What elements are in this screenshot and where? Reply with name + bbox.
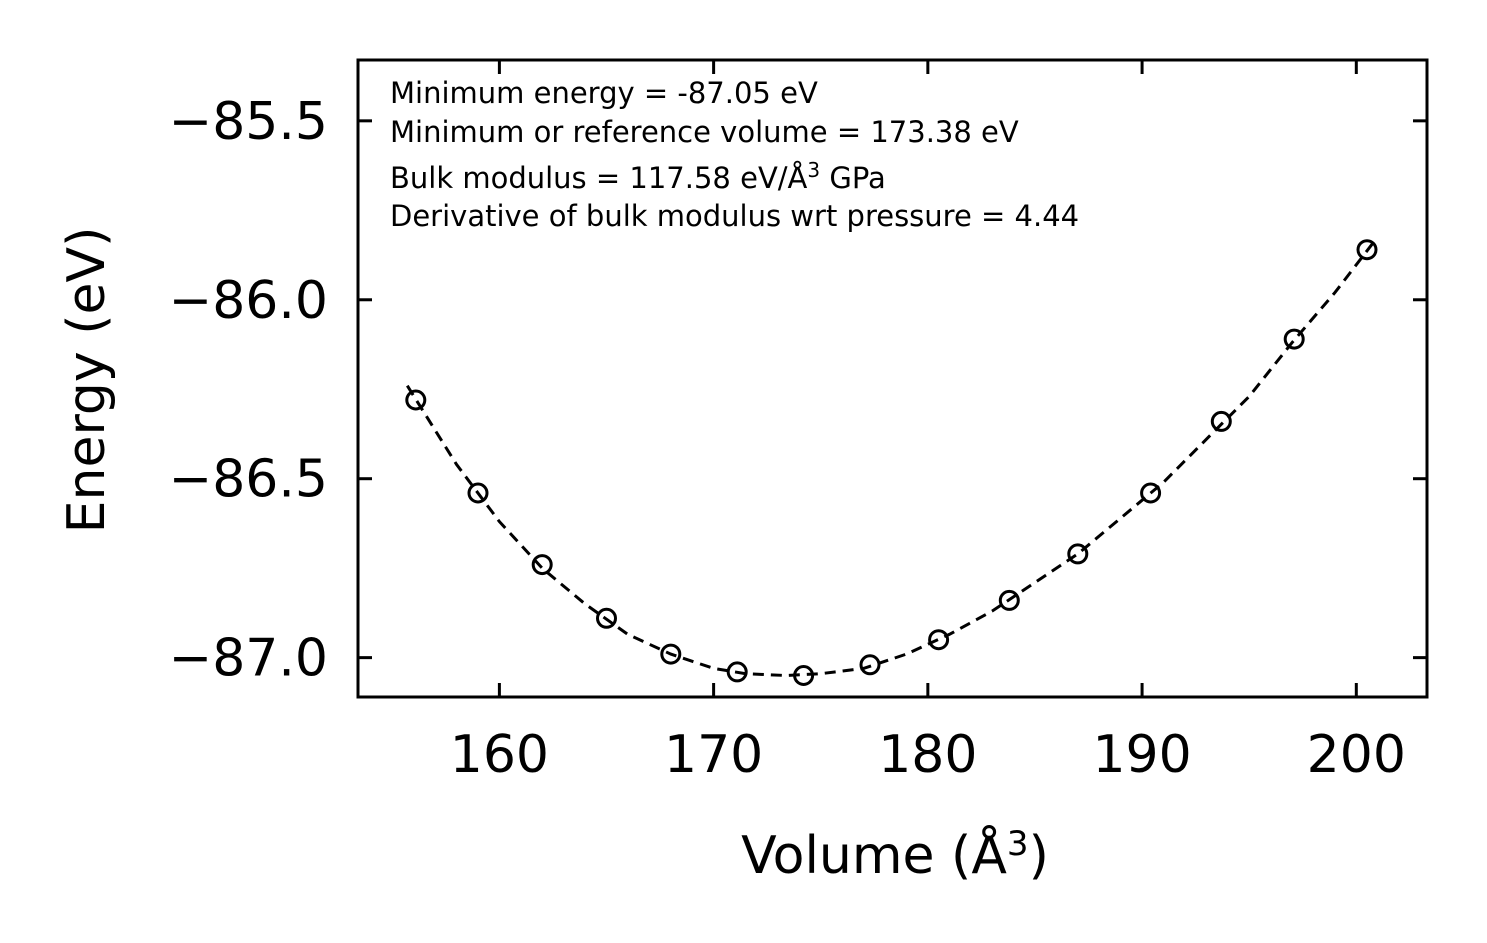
x-axis-label-superscript: 3 — [1007, 824, 1029, 864]
data-point — [405, 389, 427, 411]
x-tick-labels: 160 170 180 190 200 — [450, 725, 1406, 785]
annotation-derivative: Derivative of bulk modulus wrt pressure … — [390, 199, 1079, 233]
data-point — [531, 554, 553, 576]
plot-frame — [356, 58, 1429, 699]
data-point — [998, 589, 1020, 611]
x-tick-label: 180 — [878, 725, 977, 785]
annotation-min-volume: Minimum or reference volume = 173.38 eV — [390, 115, 1019, 149]
annotation-bulk-superscript: 3 — [807, 158, 820, 182]
data-point — [1283, 328, 1305, 350]
x-tick-label: 200 — [1307, 725, 1406, 785]
x-axis-label: Volume (Å3) — [741, 824, 1049, 886]
data-point — [793, 665, 815, 686]
tick-layer — [358, 60, 1427, 697]
data-point — [859, 654, 881, 676]
y-tick-label: −86.5 — [169, 450, 328, 510]
annotation-bulk-modulus: Bulk modulus = 117.58 eV/Å3 GPa — [390, 158, 886, 195]
data-point — [1356, 239, 1378, 261]
annotation-min-energy: Minimum energy = -87.05 eV — [390, 76, 818, 110]
annotation-bulk-suffix: GPa — [820, 161, 886, 195]
data-point — [928, 629, 950, 651]
data-point — [1067, 543, 1089, 565]
fit-curve — [406, 241, 1375, 678]
y-tick-labels: −85.5 −86.0 −86.5 −87.0 — [169, 92, 328, 689]
data-point — [726, 661, 748, 683]
fit-curve-layer — [406, 241, 1375, 678]
y-axis-label: Energy (eV) — [57, 227, 117, 534]
data-point — [660, 643, 682, 665]
x-tick-label: 190 — [1092, 725, 1191, 785]
x-axis-label-close: ) — [1029, 826, 1049, 886]
y-tick-label: −87.0 — [169, 629, 328, 689]
data-point — [467, 482, 489, 504]
data-point — [1140, 482, 1162, 504]
x-tick-label: 160 — [450, 725, 549, 785]
data-point — [596, 607, 617, 629]
x-tick-label: 170 — [664, 725, 763, 785]
data-points-layer — [405, 239, 1378, 686]
y-tick-label: −86.0 — [169, 271, 328, 331]
y-tick-label: −85.5 — [169, 92, 328, 152]
data-point — [1210, 410, 1232, 432]
